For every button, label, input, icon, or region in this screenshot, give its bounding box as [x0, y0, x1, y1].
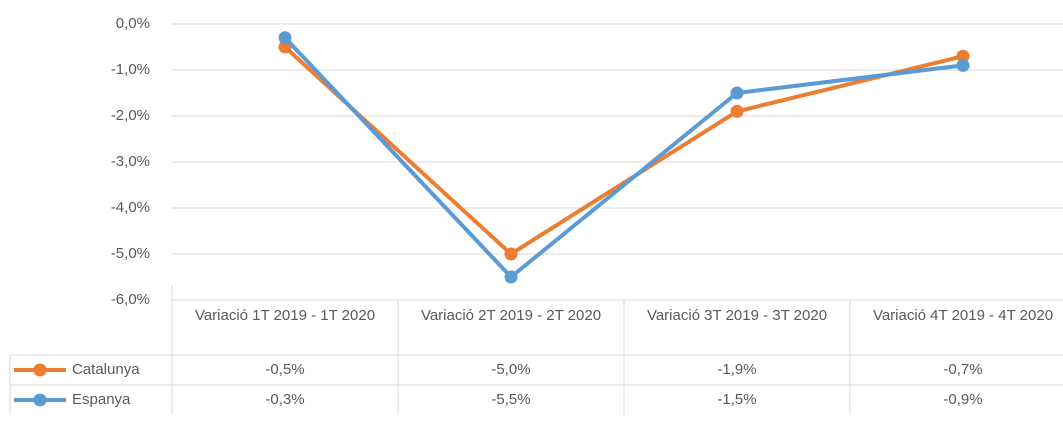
y-tick-label: -6,0%	[111, 291, 150, 308]
data-label: -5,5%	[491, 391, 530, 408]
y-tick-label: -3,0%	[111, 153, 150, 170]
y-tick-label: -5,0%	[111, 245, 150, 262]
legend-label: Catalunya	[72, 361, 140, 378]
data-label: -5,0%	[491, 361, 530, 378]
y-tick-label: -1,0%	[111, 61, 150, 78]
data-label: -0,7%	[943, 361, 982, 378]
data-label: -0,5%	[265, 361, 304, 378]
point-marker	[504, 270, 518, 284]
category-cell: Variació 3T 2019 - 3T 2020	[646, 307, 828, 324]
point-marker	[730, 104, 744, 118]
y-tick-label: 0,0%	[116, 15, 150, 32]
category-cell: Variació 1T 2019 - 1T 2020	[194, 307, 376, 324]
y-tick-label: -2,0%	[111, 107, 150, 124]
category-cell: Variació 4T 2019 - 4T 2020	[872, 307, 1054, 324]
data-label: -0,3%	[265, 391, 304, 408]
data-label: -0,9%	[943, 391, 982, 408]
point-marker	[278, 31, 292, 45]
point-marker	[956, 49, 970, 63]
data-label: -1,5%	[717, 391, 756, 408]
x-tick-label: Variació 1T 2019 - 1T 2020	[194, 307, 376, 324]
y-tick-label: -4,0%	[111, 199, 150, 216]
category-cell: Variació 2T 2019 - 2T 2020	[420, 307, 602, 324]
point-marker	[504, 247, 518, 261]
x-tick-label: Variació 2T 2019 - 2T 2020	[420, 307, 602, 324]
series-line	[283, 36, 964, 279]
data-label: -1,9%	[717, 361, 756, 378]
legend-key	[33, 363, 47, 377]
legend-key	[33, 393, 47, 407]
legend-label: Espanya	[72, 391, 131, 408]
point-marker	[956, 58, 970, 72]
x-tick-label: Variació 3T 2019 - 3T 2020	[646, 307, 828, 324]
x-tick-label: Variació 4T 2019 - 4T 2020	[872, 307, 1054, 324]
point-marker	[730, 86, 744, 100]
